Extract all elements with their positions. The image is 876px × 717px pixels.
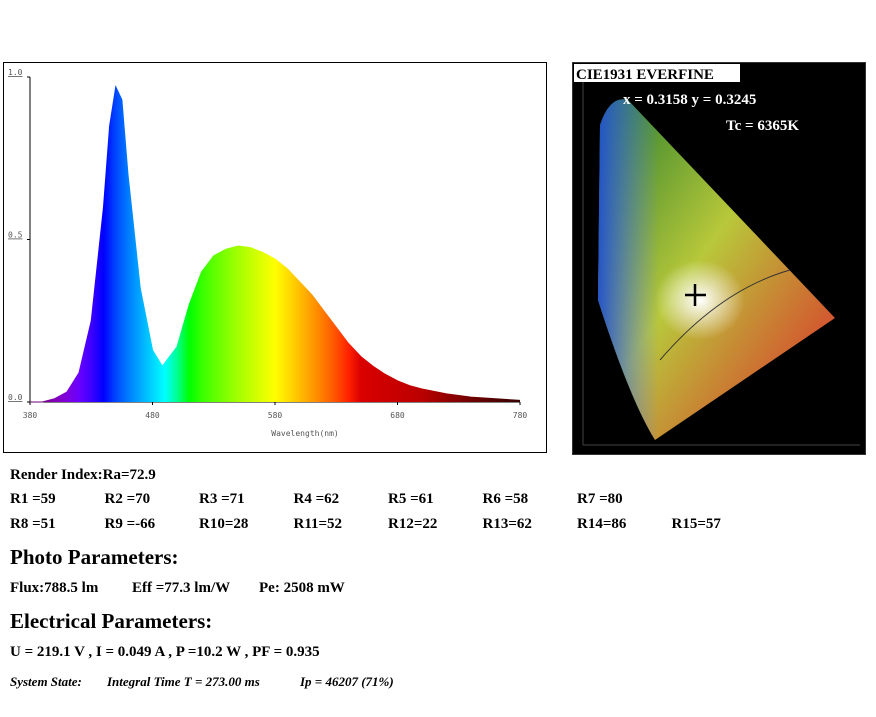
cie-blue	[598, 99, 700, 441]
render-index-grid: R1 =59 R2 =70 R3 =71 R4 =62 R5 =61 R6 =58 R7 =…	[10, 491, 721, 532]
render-index-item: R3 =71	[199, 491, 245, 507]
cie-title: CIE1931 EVERFINE	[576, 67, 714, 83]
photo-eff: Eff =77.3 lm/W	[132, 580, 230, 596]
integral-time: Integral Time T = 273.00 ms	[106, 674, 260, 689]
system-state-label: System State:	[10, 674, 82, 689]
x-axis-label: Wavelength(nm)	[271, 429, 338, 438]
render-index-item: R2 =70	[105, 491, 151, 507]
spectrum-plot: 0.0 0.5 1.0 380 480 580 680 780 Wavelength(nm)	[8, 68, 527, 438]
ip: Ip = 46207 (71%)	[299, 674, 394, 689]
x-tick-label: 780	[513, 411, 528, 420]
cie-white	[655, 260, 745, 340]
photo-heading: Photo Parameters:	[10, 545, 179, 569]
cie-diagram	[582, 80, 860, 446]
render-index-item: R6 =58	[483, 491, 529, 507]
render-index-item: R12=22	[388, 516, 437, 532]
planck-locus	[659, 269, 791, 361]
x-tick-label: 680	[390, 411, 405, 420]
photo-flux: Flux:788.5 lm	[10, 580, 99, 596]
render-index-item: R14=86	[577, 516, 627, 532]
render-index-title: Render Index:Ra=72.9	[10, 467, 156, 483]
crosshair	[685, 284, 706, 306]
electrical-line: U = 219.1 V , I = 0.049 A , P =10.2 W , …	[10, 644, 320, 660]
render-index-item: R8 =51	[10, 516, 56, 532]
y-tick-label: 1.0	[8, 68, 23, 77]
cie-title-bg	[574, 64, 740, 82]
render-index-item: R10=28	[199, 516, 248, 532]
electrical-heading: Electrical Parameters:	[10, 609, 212, 633]
render-index-item: R13=62	[483, 516, 532, 532]
y-tick-label: 0.0	[8, 393, 23, 402]
render-index-item: R5 =61	[388, 491, 434, 507]
photo-pe: Pe: 2508 mW	[259, 580, 345, 596]
spectrum-line	[30, 85, 521, 403]
render-index-item: R1 =59	[10, 491, 56, 507]
cie-coordinates: x = 0.3158 y = 0.3245	[623, 92, 756, 108]
render-index-item: R4 =62	[294, 491, 340, 507]
x-tick-label: 380	[23, 411, 38, 420]
x-tick-label: 480	[145, 411, 160, 420]
spectrum-fill	[30, 86, 520, 402]
render-index-item: R15=57	[672, 516, 722, 532]
render-index-item: R9 =-66	[105, 516, 156, 532]
y-tick-label: 0.5	[8, 231, 23, 240]
x-tick-label: 580	[268, 411, 283, 420]
render-index-item: R11=52	[294, 516, 343, 532]
render-index-item: R7 =80	[577, 491, 623, 507]
cie-cct: Tc = 6365K	[726, 118, 799, 134]
